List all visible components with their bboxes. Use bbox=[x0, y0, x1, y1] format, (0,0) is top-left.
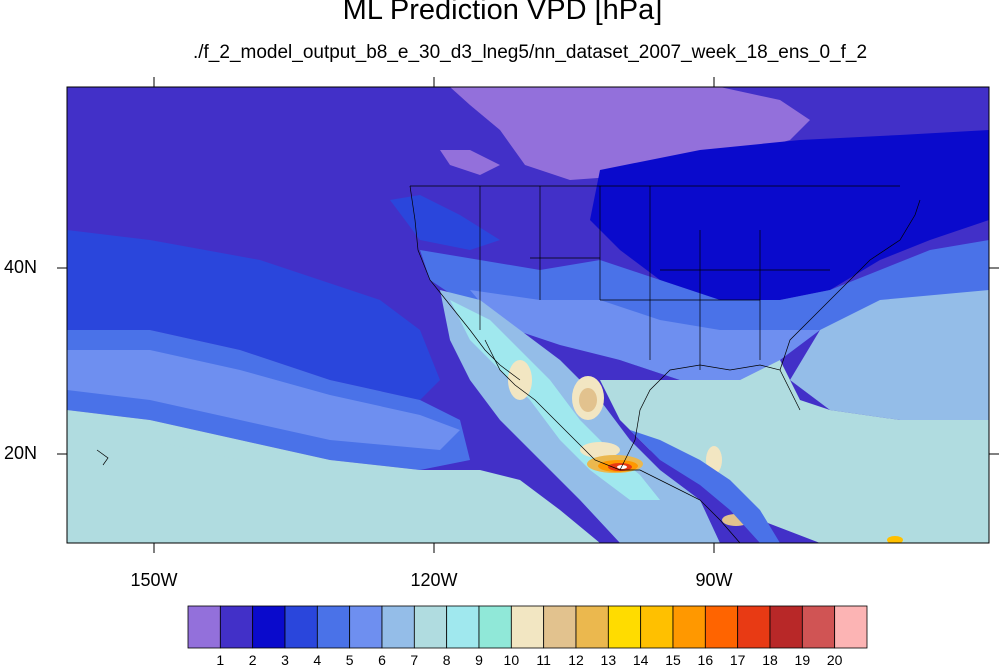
colorbar-swatch bbox=[607, 605, 642, 649]
colorbar-tick-label: 14 bbox=[632, 652, 649, 668]
colorbar-tick-label: 7 bbox=[410, 652, 419, 668]
colorbar-tick-label: 15 bbox=[665, 652, 681, 668]
colorbar-tick-label: 18 bbox=[762, 652, 778, 668]
axis-ticks bbox=[57, 77, 999, 553]
coastlines bbox=[96, 185, 921, 544]
colorbar-swatch bbox=[381, 605, 415, 649]
colorbar-tick-label: 13 bbox=[600, 652, 617, 668]
colorbar-swatch bbox=[575, 605, 609, 649]
colorbar-swatch bbox=[737, 605, 771, 649]
lon-label-120w: 120W bbox=[410, 570, 458, 590]
colorbar-swatch bbox=[543, 605, 577, 649]
colorbar-swatch bbox=[801, 605, 836, 649]
colorbar-tick-label: 16 bbox=[697, 652, 714, 668]
lat-label-20n: 20N bbox=[4, 443, 38, 463]
colorbar-tick-label: 2 bbox=[248, 652, 257, 668]
chart-title: ML Prediction VPD [hPa] bbox=[342, 0, 663, 26]
colorbar-tick-label: 8 bbox=[442, 652, 451, 668]
colorbar-swatch bbox=[413, 605, 448, 649]
colorbar-swatch bbox=[284, 605, 318, 649]
chart-subtitle: ./f_2_model_output_b8_e_30_d3_lneg5/nn_d… bbox=[192, 42, 868, 63]
colorbar-tick-label: 17 bbox=[729, 652, 746, 668]
colorbar-tick-label: 4 bbox=[313, 652, 322, 668]
colorbar-tick-label: 20 bbox=[826, 652, 843, 668]
colorbar-swatch bbox=[672, 605, 706, 649]
colorbar-tick-label: 5 bbox=[345, 652, 354, 668]
colorbar-swatch bbox=[640, 605, 674, 649]
colorbar-swatch bbox=[349, 605, 383, 649]
colorbar-tick-label: 11 bbox=[536, 652, 551, 668]
colorbar-swatch bbox=[510, 605, 545, 649]
lon-label-90w: 90W bbox=[695, 570, 733, 590]
colorbar-swatch bbox=[769, 605, 803, 649]
colorbar-swatch bbox=[478, 605, 512, 649]
colorbar-swatch bbox=[704, 605, 739, 649]
colorbar-tick-label: 6 bbox=[378, 652, 386, 668]
colorbar-tick-label: 1 bbox=[216, 652, 225, 668]
colorbar bbox=[187, 605, 868, 649]
colorbar-tick-label: 3 bbox=[281, 652, 289, 668]
plot-frame bbox=[66, 86, 990, 544]
vpd-contour-fill bbox=[67, 87, 989, 543]
lon-label-150w: 150W bbox=[130, 570, 178, 590]
colorbar-swatch bbox=[446, 605, 480, 649]
colorbar-swatch bbox=[252, 605, 286, 649]
colorbar-tick-label: 10 bbox=[503, 652, 520, 668]
colorbar-swatch bbox=[219, 605, 254, 649]
colorbar-tick-label: 9 bbox=[475, 652, 483, 668]
colorbar-swatch bbox=[316, 605, 351, 649]
colorbar-swatch bbox=[187, 605, 221, 649]
colorbar-swatch bbox=[834, 605, 868, 649]
colorbar-tick-label: 12 bbox=[568, 652, 584, 668]
colorbar-tick-label: 19 bbox=[794, 652, 811, 668]
lat-label-40n: 40N bbox=[4, 257, 38, 277]
